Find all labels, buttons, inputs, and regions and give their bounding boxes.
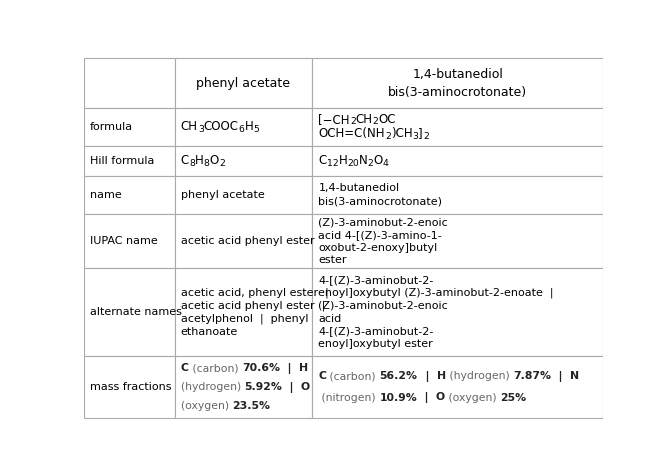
Text: O: O (374, 154, 383, 168)
Text: (Z)-3-aminobut-2-enoic
acid 4-[(Z)-3-amino-1-
oxobut-2-enoxy]butyl
ester: (Z)-3-aminobut-2-enoic acid 4-[(Z)-3-ami… (318, 217, 448, 265)
Text: 4-[(Z)-3-aminobut-2-
enoyl]oxybutyl (Z)-3-aminobut-2-enoate  |
(Z)-3-aminobut-2-: 4-[(Z)-3-aminobut-2- enoyl]oxybutyl (Z)-… (318, 275, 554, 349)
Text: phenyl acetate: phenyl acetate (196, 76, 290, 90)
Text: 5.92%: 5.92% (245, 382, 283, 392)
Text: 2: 2 (368, 159, 374, 168)
Text: 20: 20 (347, 159, 359, 168)
Text: alternate names: alternate names (90, 307, 182, 317)
Bar (312, 59, 603, 108)
Text: acetic acid, phenyl ester  |
acetic acid phenyl ester  |
acetylphenol  |  phenyl: acetic acid, phenyl ester | acetic acid … (181, 287, 328, 337)
Text: H: H (195, 154, 204, 168)
Text: )CH: )CH (391, 127, 413, 140)
Text: CH: CH (356, 113, 373, 126)
Text: (oxygen): (oxygen) (446, 393, 500, 403)
Bar (84, 214, 175, 269)
Text: 6: 6 (239, 125, 245, 134)
Text: CH: CH (181, 120, 198, 133)
Text: C: C (318, 154, 327, 168)
Text: 8: 8 (189, 159, 195, 168)
Bar (84, 59, 175, 108)
Bar (175, 356, 312, 418)
Bar (84, 146, 175, 176)
Text: 25%: 25% (500, 393, 527, 403)
Bar (175, 108, 312, 146)
Text: 2: 2 (423, 132, 429, 141)
Bar (175, 59, 312, 108)
Text: (hydrogen): (hydrogen) (181, 382, 245, 392)
Bar (175, 176, 312, 214)
Text: 70.6%: 70.6% (242, 363, 280, 373)
Bar (312, 356, 603, 418)
Text: (carbon): (carbon) (189, 363, 242, 373)
Text: C: C (181, 154, 189, 168)
Text: 5: 5 (253, 125, 259, 134)
Text: 56.2%: 56.2% (380, 371, 417, 381)
Text: (hydrogen): (hydrogen) (446, 371, 513, 381)
Text: C: C (318, 371, 326, 381)
Text: IUPAC name: IUPAC name (90, 236, 157, 246)
Text: |  H: | H (417, 371, 446, 382)
Text: 7.87%: 7.87% (513, 371, 551, 381)
Bar (175, 214, 312, 269)
Text: 3: 3 (413, 132, 418, 141)
Text: 2: 2 (385, 132, 391, 141)
Bar (84, 356, 175, 418)
Bar (84, 108, 175, 146)
Bar (175, 269, 312, 356)
Text: 1,4-butanediol
bis(3-aminocrotonate): 1,4-butanediol bis(3-aminocrotonate) (318, 184, 442, 207)
Text: N: N (359, 154, 368, 168)
Text: |  O: | O (417, 392, 446, 403)
Text: formula: formula (90, 122, 133, 132)
Text: 3: 3 (198, 125, 204, 134)
Bar (312, 269, 603, 356)
Text: OC: OC (379, 113, 396, 126)
Bar (312, 176, 603, 214)
Bar (84, 269, 175, 356)
Text: 4: 4 (383, 159, 389, 168)
Text: OCH=C(NH: OCH=C(NH (318, 127, 385, 140)
Text: C: C (181, 363, 189, 373)
Text: H: H (338, 154, 347, 168)
Bar (312, 214, 603, 269)
Text: |  O: | O (283, 381, 311, 393)
Text: phenyl acetate: phenyl acetate (181, 190, 265, 200)
Bar (175, 146, 312, 176)
Text: 2: 2 (219, 159, 224, 168)
Bar (84, 176, 175, 214)
Text: (carbon): (carbon) (326, 371, 380, 381)
Text: (oxygen): (oxygen) (181, 401, 232, 411)
Text: 12: 12 (327, 159, 338, 168)
Text: 10.9%: 10.9% (380, 393, 417, 403)
Text: 8: 8 (204, 159, 210, 168)
Text: O: O (210, 154, 219, 168)
Text: (nitrogen): (nitrogen) (318, 393, 380, 403)
Text: |  H: | H (280, 363, 308, 374)
Text: 23.5%: 23.5% (232, 401, 271, 411)
Text: 2: 2 (350, 117, 356, 126)
Text: H: H (245, 120, 253, 133)
Text: 2: 2 (373, 117, 379, 126)
Bar (312, 146, 603, 176)
Text: COOC: COOC (204, 120, 239, 133)
Text: ]: ] (418, 127, 423, 140)
Text: [−CH: [−CH (318, 113, 350, 126)
Text: acetic acid phenyl ester: acetic acid phenyl ester (181, 236, 314, 246)
Text: Hill formula: Hill formula (90, 156, 154, 166)
Text: 1,4-butanediol
bis(3-aminocrotonate): 1,4-butanediol bis(3-aminocrotonate) (388, 67, 527, 99)
Text: mass fractions: mass fractions (90, 382, 172, 392)
Bar (312, 108, 603, 146)
Text: |  N: | N (551, 371, 579, 382)
Text: name: name (90, 190, 122, 200)
